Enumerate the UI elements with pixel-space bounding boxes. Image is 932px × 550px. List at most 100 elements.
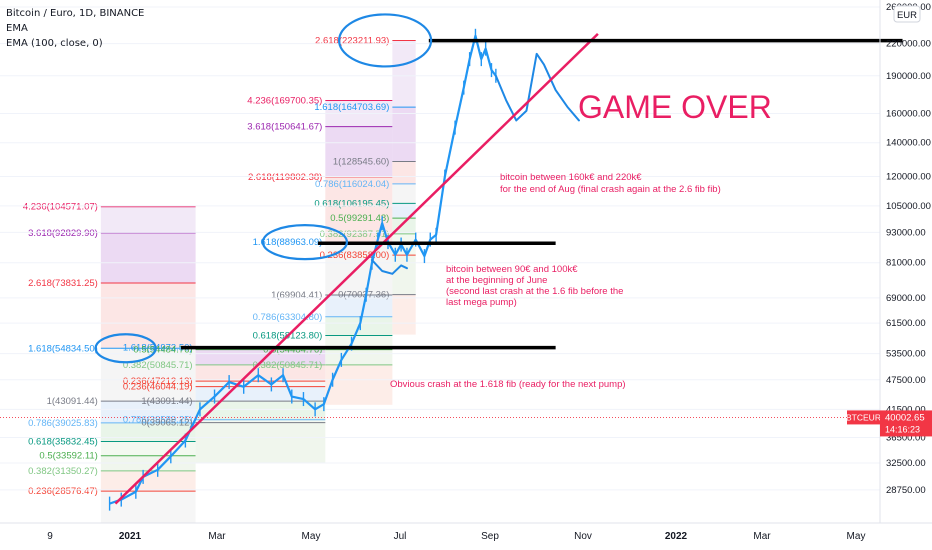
y-tick-label: 93000.00: [886, 227, 926, 238]
y-tick-label: 28750.00: [886, 485, 926, 496]
fib-band: [392, 294, 416, 335]
fib-band: [100, 206, 196, 233]
fib-level-label: 0.786(39025.83): [28, 418, 98, 429]
y-tick-label: 32500.00: [886, 458, 926, 469]
annotation-note: last mega pump): [446, 297, 517, 308]
fib-band: [195, 364, 326, 382]
indicator-ema-label[interactable]: EMA: [6, 23, 28, 34]
y-tick-label: 36500.00: [886, 433, 926, 444]
y-tick-label: 69000.00: [886, 293, 926, 304]
currency-badge-box: [893, 5, 921, 23]
annotation-note: for the end of Aug (final crash again at…: [500, 184, 721, 195]
currency-badge: EUR: [893, 5, 921, 23]
fib-layers: 4.236(104571.07) 3.618(92829.90) 2.618(738…: [23, 35, 416, 523]
y-tick-label: 53500.00: [886, 349, 926, 360]
fib-level-label: 1(43091.44): [141, 396, 192, 407]
projection-path: [494, 52, 580, 122]
x-tick-label: Nov: [574, 531, 592, 542]
fib-level-label: 0.236(83858.00): [320, 250, 390, 261]
annotation-note: at the beginning of June: [446, 275, 547, 286]
fib-level-label: 0.786(63304.80): [253, 312, 323, 323]
fib-level-label: 0.5(54484.76): [133, 345, 192, 356]
y-tick-label: 190000.00: [886, 71, 931, 82]
fib-band: [195, 419, 326, 423]
projection-path: [370, 259, 408, 275]
grid: [0, 6, 880, 491]
fib-level-label: 0(39065.12): [141, 418, 192, 429]
fib-band: [325, 295, 393, 317]
symbol-title: Bitcoin / Euro, 1D, BINANCE: [6, 8, 145, 19]
price-tag-box: [880, 410, 932, 437]
x-tick-label: 2021: [119, 531, 142, 542]
annotation-note: bitcoin between 160k€ and 220k€: [500, 172, 642, 183]
annotation-note: Obvious crash at the 1.618 fib (ready fo…: [390, 379, 626, 390]
y-tick-label: 105000.00: [886, 201, 931, 212]
fib-band: [325, 126, 393, 177]
x-tick-label: Mar: [208, 531, 226, 542]
fib-level-label: 1(128545.60): [333, 156, 390, 167]
x-tick-label: May: [847, 531, 866, 542]
fib-level-label: 3.618(92829.90): [28, 228, 98, 239]
fib-band: [195, 381, 326, 387]
fib-band: [392, 40, 416, 108]
fib-band: [100, 441, 196, 456]
fib-band: [100, 283, 196, 349]
fib-level-label: 2.618(73831.25): [28, 278, 98, 289]
fib-level-label: 0.236(47212.13): [123, 376, 193, 387]
countdown-text: 14:16:23: [885, 424, 920, 434]
highlight-circle: [94, 333, 157, 364]
fib-band: [100, 491, 196, 523]
fib-band: [100, 348, 196, 402]
y-tick-label: 81000.00: [886, 258, 926, 269]
fib-level-label: 0.382(50845.71): [253, 360, 323, 371]
fib-level-label: 0.5(54484.76): [263, 345, 322, 356]
fib-band: [392, 255, 416, 295]
fib-band: [195, 422, 326, 463]
fib-level-label: 0.236(46044.19): [123, 382, 193, 393]
currency-badge-text: EUR: [897, 10, 917, 21]
fib-level-label: 0(70037.36): [338, 290, 389, 301]
fib-level-label: 2.618(119802.38): [248, 172, 322, 183]
fib-band: [100, 470, 196, 492]
fib-level-label: 1.618(54973.50): [123, 343, 193, 354]
fib-band: [100, 232, 196, 284]
x-tick-label: Mar: [753, 531, 771, 542]
x-tick-label: Sep: [481, 531, 499, 542]
annotation-note: bitcoin between 90€ and 100k€: [446, 264, 578, 275]
indicator-ema100-label[interactable]: EMA (100, close, 0): [6, 38, 103, 49]
fib-level-label: 4.236(104571.07): [23, 202, 98, 213]
y-tick-label: 220000.00: [886, 39, 931, 50]
fib-level-label: 0.5(33592.11): [39, 451, 97, 462]
symbol-tag-text: BTCEUR: [846, 412, 881, 422]
fib-level-label: 0.786(39589.25): [123, 415, 193, 426]
y-tick-label: 61500.00: [886, 318, 926, 329]
x-tick-label: 2022: [665, 531, 688, 542]
fib-level-label: 0.618(106195.45): [314, 198, 389, 209]
fib-level-label: 0.236(28576.47): [28, 486, 98, 497]
y-tick-label: 120000.00: [886, 172, 931, 183]
fib-level-label: 1(69904.41): [271, 290, 322, 301]
fib-level-label: 0.618(35832.45): [28, 437, 98, 448]
fib-level-label: 0.382(31350.27): [28, 466, 98, 477]
fib-level-label: 3.618(150641.67): [247, 122, 322, 133]
trend-line: [114, 32, 599, 505]
fib-level-label: 1.618(88963.09): [253, 237, 323, 248]
symbol-tag-box: [847, 410, 880, 425]
fib-band: [325, 349, 393, 365]
fib-band: [100, 422, 196, 442]
y-tick-label: 160000.00: [886, 108, 931, 119]
x-tick-label: 9: [47, 531, 53, 542]
y-tick-label: 41500.00: [886, 404, 926, 415]
fib-level-label: 2.618(223211.93): [315, 35, 389, 46]
fib-level-label: 0.786(116024.04): [315, 179, 389, 190]
x-tick-label: Jul: [394, 531, 407, 542]
fib-band: [392, 161, 416, 184]
fib-level-label: 0.5(99291.48): [330, 213, 389, 224]
x-tick-label: May: [302, 531, 321, 542]
fib-band: [392, 203, 416, 219]
fib-band: [195, 401, 326, 420]
last-price-text: 40002.65: [885, 412, 925, 423]
